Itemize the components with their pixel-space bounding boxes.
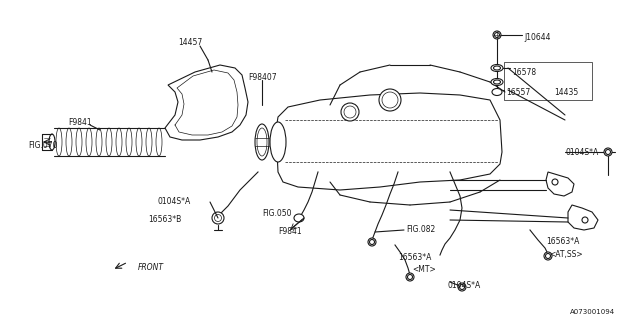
Text: 16563*A: 16563*A: [546, 237, 579, 246]
Ellipse shape: [545, 253, 550, 259]
Text: F98407: F98407: [248, 73, 276, 82]
Text: 0104S*A: 0104S*A: [566, 148, 599, 156]
Text: J10644: J10644: [524, 33, 550, 42]
Text: 16557: 16557: [506, 87, 531, 97]
Ellipse shape: [212, 212, 224, 224]
Ellipse shape: [493, 31, 501, 39]
Ellipse shape: [255, 124, 269, 160]
Polygon shape: [276, 93, 502, 190]
Ellipse shape: [344, 106, 356, 118]
Ellipse shape: [270, 122, 286, 162]
Ellipse shape: [605, 149, 611, 155]
Text: 0104S*A: 0104S*A: [448, 282, 481, 291]
Text: F9841: F9841: [68, 117, 92, 126]
Polygon shape: [546, 172, 574, 196]
Ellipse shape: [491, 65, 503, 71]
Text: 16563*A: 16563*A: [398, 253, 431, 262]
Text: FIG.070: FIG.070: [28, 140, 58, 149]
Ellipse shape: [458, 283, 466, 291]
Text: FIG.082: FIG.082: [406, 226, 435, 235]
Ellipse shape: [491, 78, 503, 85]
Ellipse shape: [408, 275, 413, 279]
Ellipse shape: [294, 214, 304, 222]
Text: A073001094: A073001094: [570, 309, 615, 315]
Ellipse shape: [582, 217, 588, 223]
Ellipse shape: [552, 179, 558, 185]
Ellipse shape: [493, 80, 500, 84]
Ellipse shape: [382, 92, 398, 108]
Ellipse shape: [406, 273, 414, 281]
Text: F9841: F9841: [278, 228, 301, 236]
Ellipse shape: [368, 238, 376, 246]
Text: 16578: 16578: [512, 68, 536, 76]
Ellipse shape: [369, 239, 374, 244]
Ellipse shape: [460, 284, 465, 290]
Bar: [504, 62, 592, 100]
Text: 0104S*A: 0104S*A: [158, 197, 191, 206]
Ellipse shape: [379, 89, 401, 111]
Ellipse shape: [341, 103, 359, 121]
Ellipse shape: [544, 252, 552, 260]
Polygon shape: [165, 65, 248, 140]
Ellipse shape: [493, 66, 500, 70]
Ellipse shape: [492, 89, 502, 95]
Text: 16563*B: 16563*B: [148, 215, 181, 225]
Text: FRONT: FRONT: [138, 262, 164, 271]
Text: <AT,SS>: <AT,SS>: [549, 250, 582, 259]
Text: <MT>: <MT>: [412, 266, 436, 275]
Ellipse shape: [495, 33, 499, 37]
Ellipse shape: [604, 148, 612, 156]
Text: 14435: 14435: [554, 87, 579, 97]
Polygon shape: [568, 205, 598, 230]
Text: 14457: 14457: [178, 37, 202, 46]
Text: FIG.050: FIG.050: [262, 209, 291, 218]
